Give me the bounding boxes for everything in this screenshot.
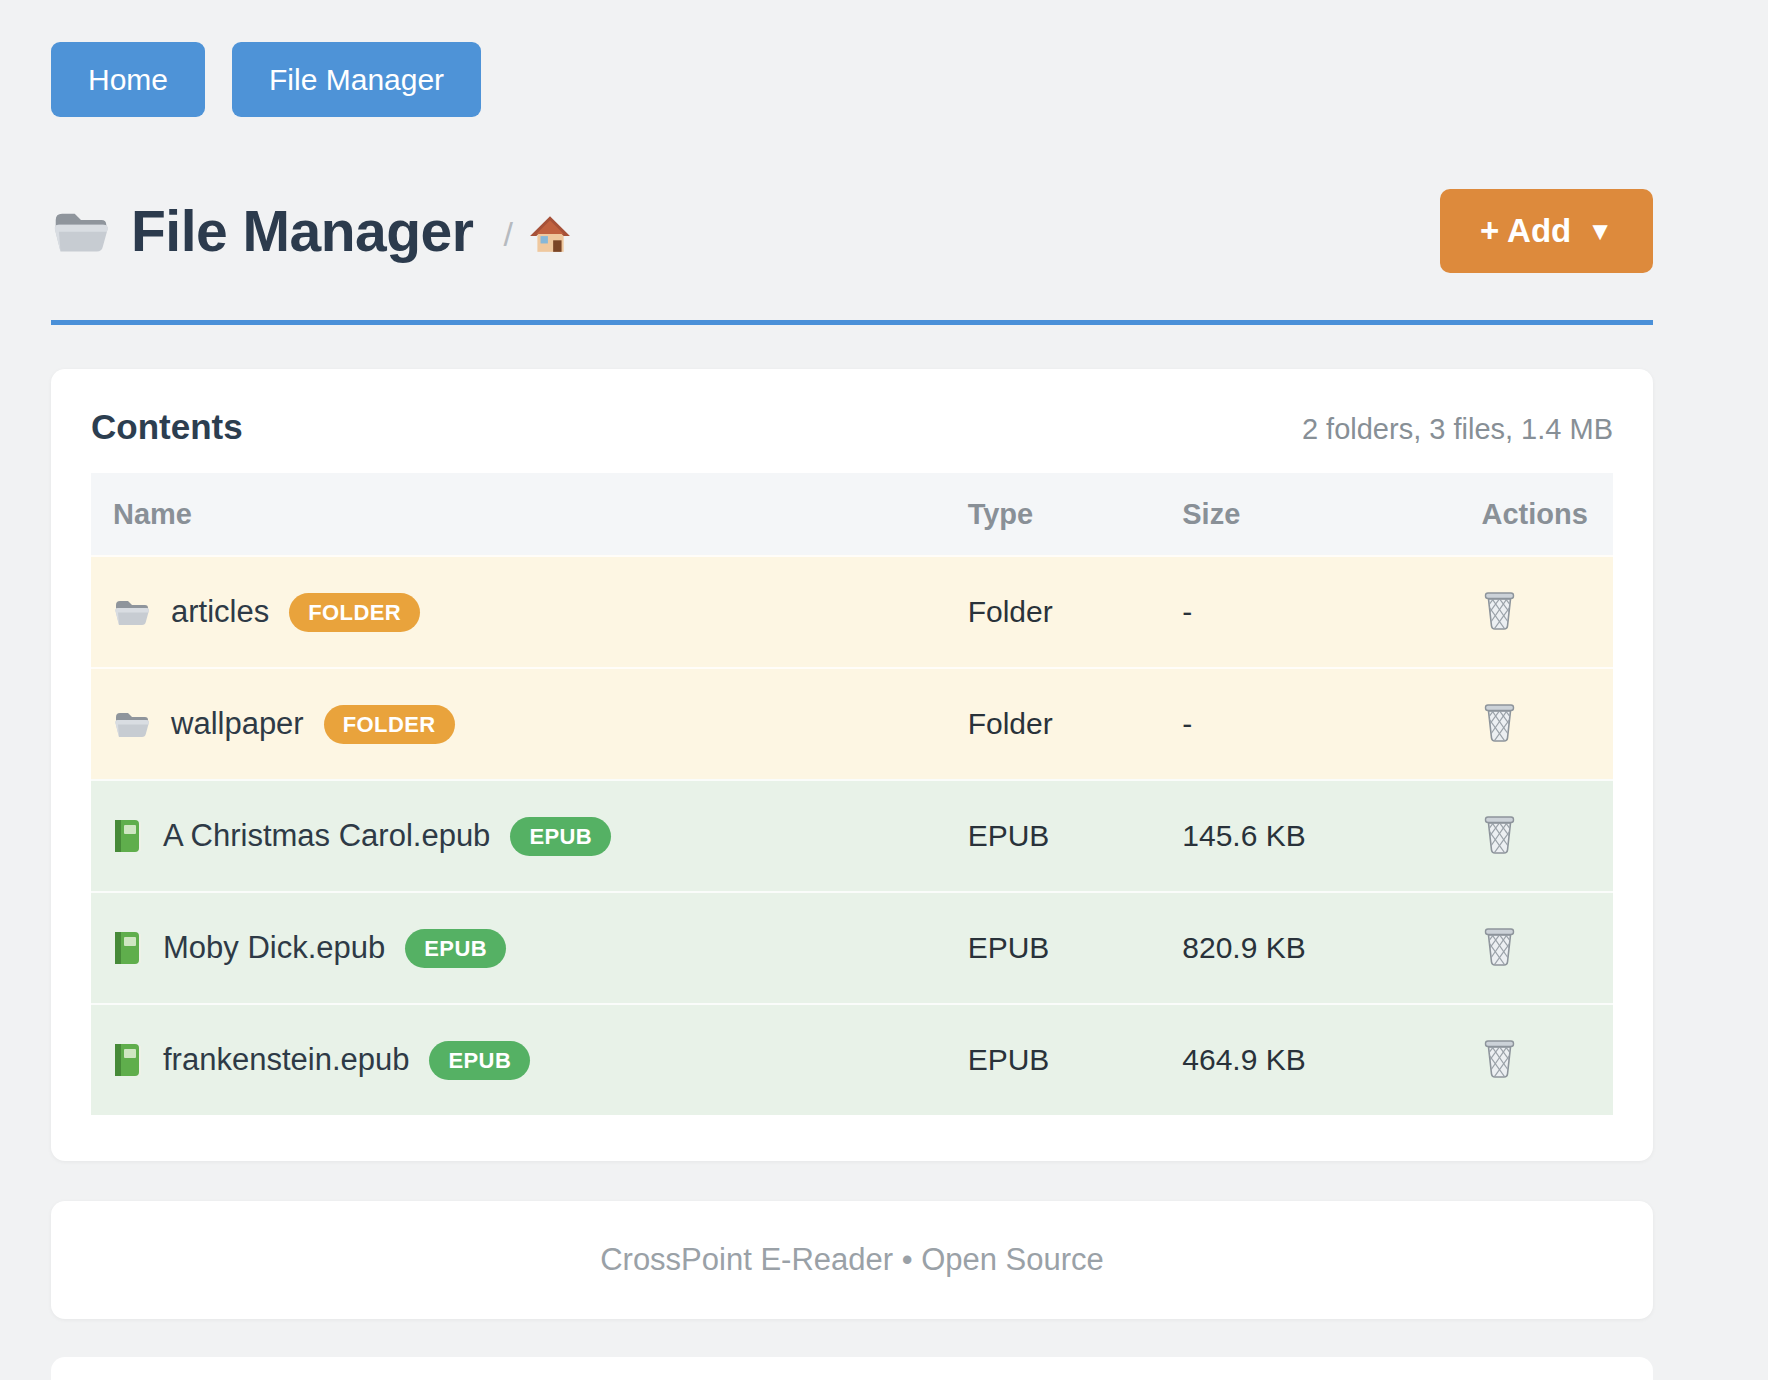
trash-icon	[1481, 926, 1518, 967]
actions-cell	[1471, 926, 1613, 971]
add-button[interactable]: + Add ▼	[1440, 189, 1653, 273]
column-header-size: Size	[1182, 498, 1471, 531]
type-cell: Folder	[968, 595, 1183, 629]
size-cell: 145.6 KB	[1182, 819, 1471, 853]
actions-cell	[1471, 590, 1613, 635]
file-table: Name Type Size Actions articles FOLDER F…	[91, 473, 1613, 1115]
file-name[interactable]: articles	[171, 594, 269, 630]
delete-button[interactable]	[1481, 590, 1518, 631]
name-cell: Moby Dick.epub EPUB	[91, 929, 968, 968]
next-card-peek	[51, 1357, 1653, 1380]
top-nav: Home File Manager	[51, 0, 1653, 117]
contents-summary: 2 folders, 3 files, 1.4 MB	[1302, 413, 1613, 446]
file-name[interactable]: wallpaper	[171, 706, 304, 742]
home-icon	[529, 213, 571, 255]
column-header-type: Type	[968, 498, 1183, 531]
contents-card-header: Contents 2 folders, 3 files, 1.4 MB	[91, 407, 1613, 447]
delete-button[interactable]	[1481, 926, 1518, 967]
file-name[interactable]: Moby Dick.epub	[163, 930, 385, 966]
folder-icon	[51, 206, 111, 256]
nav-button-home[interactable]: Home	[51, 42, 205, 117]
size-cell: 464.9 KB	[1182, 1043, 1471, 1077]
breadcrumb-separator: /	[503, 215, 512, 254]
trash-icon	[1481, 814, 1518, 855]
trash-icon	[1481, 590, 1518, 631]
type-badge: EPUB	[429, 1041, 530, 1080]
type-cell: Folder	[968, 707, 1183, 741]
delete-button[interactable]	[1481, 814, 1518, 855]
trash-icon	[1481, 702, 1518, 743]
add-button-label: + Add	[1480, 212, 1571, 250]
type-badge: FOLDER	[324, 705, 455, 744]
actions-cell	[1471, 1038, 1613, 1083]
name-cell: A Christmas Carol.epub EPUB	[91, 817, 968, 856]
name-cell: articles FOLDER	[91, 593, 968, 632]
type-cell: EPUB	[968, 1043, 1183, 1077]
delete-button[interactable]	[1481, 1038, 1518, 1079]
nav-button-file-manager[interactable]: File Manager	[232, 42, 481, 117]
name-cell: wallpaper FOLDER	[91, 705, 968, 744]
green-book-icon	[113, 930, 143, 966]
table-row: A Christmas Carol.epub EPUB EPUB 145.6 K…	[91, 779, 1613, 891]
size-cell: -	[1182, 707, 1471, 741]
column-header-name: Name	[91, 498, 968, 531]
table-row: Moby Dick.epub EPUB EPUB 820.9 KB	[91, 891, 1613, 1003]
type-cell: EPUB	[968, 931, 1183, 965]
delete-button[interactable]	[1481, 702, 1518, 743]
contents-card: Contents 2 folders, 3 files, 1.4 MB Name…	[51, 369, 1653, 1161]
green-book-icon	[113, 1042, 143, 1078]
actions-cell	[1471, 702, 1613, 747]
folder-icon	[113, 597, 151, 627]
page-title: File Manager	[131, 198, 473, 264]
size-cell: 820.9 KB	[1182, 931, 1471, 965]
page-container: Home File Manager File Manager / + Add ▼…	[51, 0, 1653, 1380]
table-row: frankenstein.epub EPUB EPUB 464.9 KB	[91, 1003, 1613, 1115]
name-cell: frankenstein.epub EPUB	[91, 1041, 968, 1080]
table-row: articles FOLDER Folder -	[91, 555, 1613, 667]
footer-card: CrossPoint E-Reader • Open Source	[51, 1201, 1653, 1319]
chevron-down-icon: ▼	[1587, 218, 1613, 244]
table-header-row: Name Type Size Actions	[91, 473, 1613, 555]
footer-text: CrossPoint E-Reader • Open Source	[600, 1242, 1104, 1278]
file-table-body: articles FOLDER Folder - wallpaper FOLDE…	[91, 555, 1613, 1115]
breadcrumb-home-link[interactable]	[529, 213, 571, 258]
page-header: File Manager / + Add ▼	[51, 189, 1653, 273]
file-name[interactable]: frankenstein.epub	[163, 1042, 409, 1078]
type-badge: EPUB	[405, 929, 506, 968]
column-header-actions: Actions	[1471, 498, 1613, 531]
table-row: wallpaper FOLDER Folder -	[91, 667, 1613, 779]
green-book-icon	[113, 818, 143, 854]
type-cell: EPUB	[968, 819, 1183, 853]
file-name[interactable]: A Christmas Carol.epub	[163, 818, 490, 854]
folder-icon	[113, 709, 151, 739]
type-badge: FOLDER	[289, 593, 420, 632]
trash-icon	[1481, 1038, 1518, 1079]
header-rule	[51, 320, 1653, 325]
contents-title: Contents	[91, 407, 243, 447]
size-cell: -	[1182, 595, 1471, 629]
type-badge: EPUB	[510, 817, 611, 856]
actions-cell	[1471, 814, 1613, 859]
